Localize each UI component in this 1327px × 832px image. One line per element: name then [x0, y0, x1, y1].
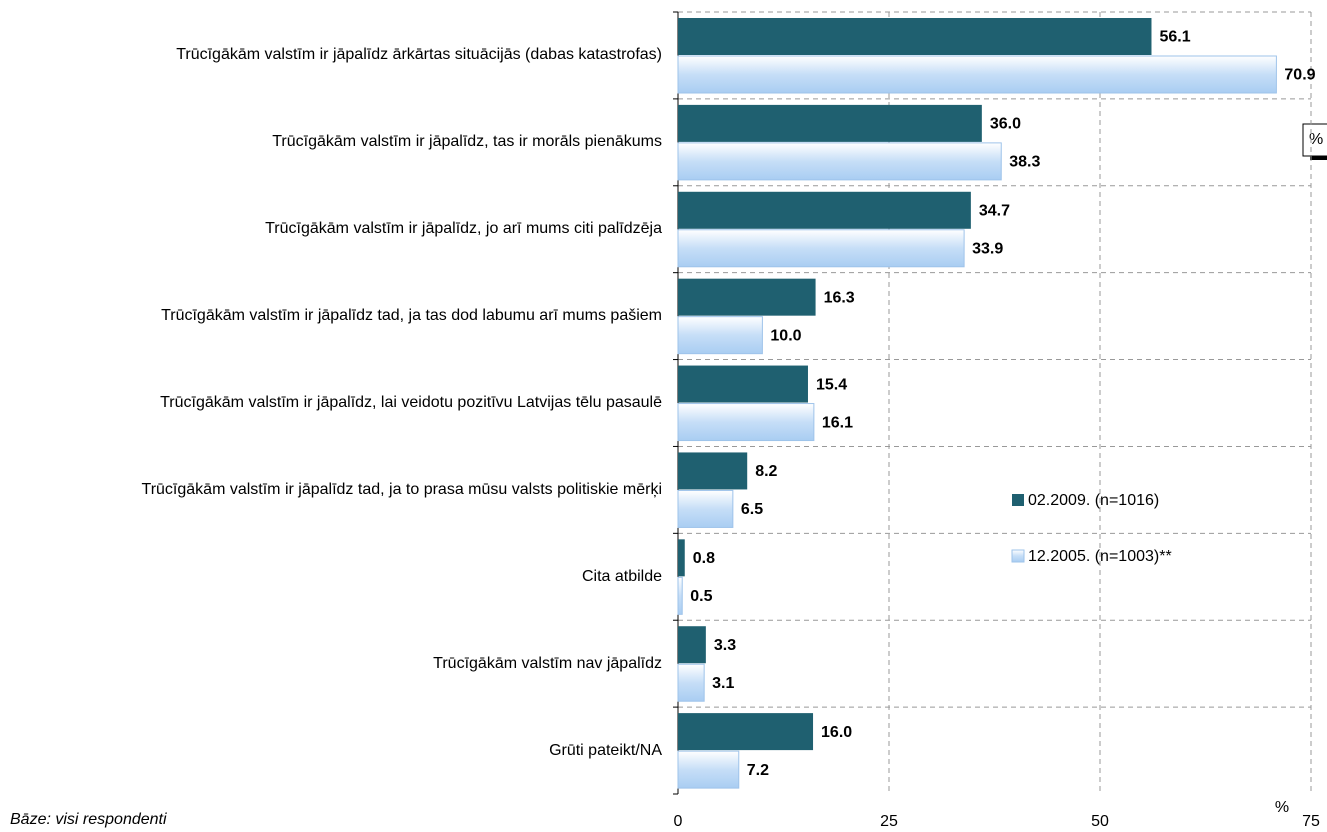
x-tick-label: 50: [1091, 813, 1109, 830]
value-label: 0.5: [690, 588, 712, 605]
value-label: 33.9: [972, 240, 1003, 257]
footnote: Bāze: visi respondenti: [10, 811, 167, 828]
value-label: 3.1: [712, 675, 734, 692]
category-label: Trūcīgākām valstīm ir jāpalīdz tad, ja t…: [161, 307, 662, 325]
category-label: Trūcīgākām valstīm ir jāpalīdz, jo arī m…: [265, 220, 662, 238]
bar: [677, 576, 683, 615]
bar: [678, 104, 982, 142]
unit-box-label: %: [1309, 131, 1323, 148]
bar: [677, 403, 815, 442]
category-label: Trūcīgākām valstīm ir jāpalīdz, tas ir m…: [272, 133, 662, 151]
value-label: 34.7: [979, 202, 1010, 219]
value-label: 15.4: [816, 376, 847, 393]
bar: [677, 316, 763, 355]
category-label: Trūcīgākām valstīm ir jāpalīdz ārkārtas …: [176, 46, 662, 64]
bar: [678, 18, 1152, 55]
bar: [678, 452, 748, 490]
value-label: 16.3: [824, 289, 855, 306]
legend-swatch: [1012, 494, 1024, 506]
bar: [678, 539, 685, 577]
x-tick-label: 75: [1302, 813, 1320, 830]
legend-label: 12.2005. (n=1003)**: [1028, 548, 1172, 565]
legend-label: 02.2009. (n=1016): [1028, 492, 1159, 509]
category-label: Grūti pateikt/NA: [549, 741, 662, 759]
unit-box: [1302, 123, 1327, 157]
bar: [677, 489, 734, 528]
bar: [677, 55, 1277, 94]
category-label: Trūcīgākām valstīm nav jāpalīdz: [433, 654, 662, 672]
value-label: 70.9: [1284, 67, 1315, 84]
value-label: 7.2: [747, 762, 769, 779]
x-tick-label: 0: [674, 813, 683, 830]
value-label: 3.3: [714, 637, 736, 654]
bar: [678, 626, 706, 664]
x-tick-label: 25: [880, 813, 898, 830]
bar: [678, 365, 808, 403]
value-label: 56.1: [1159, 29, 1190, 46]
category-label: Trūcīgākām valstīm ir jāpalīdz tad, ja t…: [141, 480, 662, 498]
value-label: 8.2: [755, 463, 777, 480]
value-label: 36.0: [990, 116, 1021, 133]
bar: [678, 713, 814, 751]
legend-swatch: [1011, 549, 1025, 563]
category-label: Cita atbilde: [581, 567, 662, 585]
value-label: 16.0: [821, 724, 852, 741]
value-label: 16.1: [822, 414, 853, 431]
bar: [677, 142, 1002, 181]
bar: [678, 191, 971, 229]
bar: [677, 229, 965, 268]
value-label: 0.8: [693, 550, 715, 567]
bar: [678, 278, 816, 316]
value-label: 6.5: [741, 501, 763, 518]
value-label: 10.0: [770, 327, 801, 344]
value-label: 38.3: [1009, 154, 1040, 171]
bar: [677, 663, 705, 702]
bar: [677, 750, 740, 789]
x-unit: %: [1275, 799, 1289, 816]
category-label: Trūcīgākām valstīm ir jāpalīdz, lai veid…: [160, 393, 662, 411]
